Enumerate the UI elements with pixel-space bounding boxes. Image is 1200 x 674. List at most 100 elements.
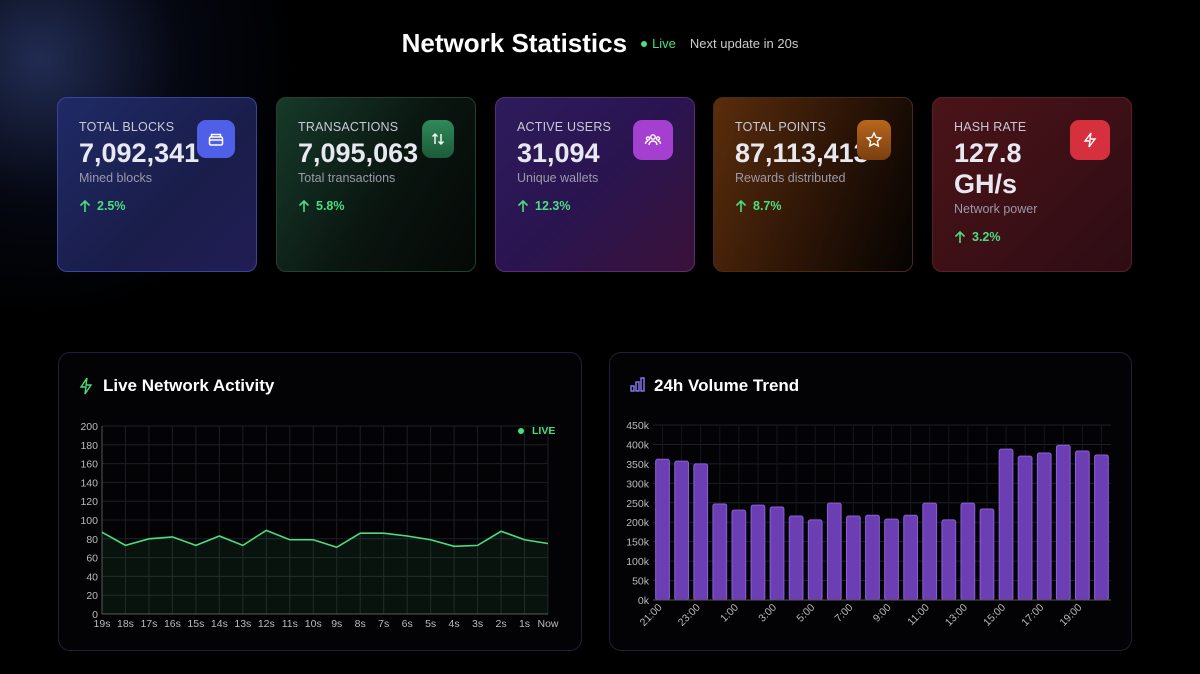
card-icon — [633, 120, 673, 160]
x-tick-label: 5s — [425, 618, 436, 630]
bar — [941, 519, 957, 601]
x-tick-label: 23:00 — [676, 602, 703, 629]
bar — [865, 514, 880, 601]
card-value: 7,092,341 — [79, 138, 200, 168]
card-label: ACTIVE USERS — [517, 120, 612, 134]
x-tick-label: 4s — [449, 618, 460, 630]
chart: 24h Volume Trend 0k 50k 100k 150k 200k 250k 300… — [626, 376, 1111, 629]
x-tick-label: 6s — [402, 618, 413, 630]
card-value: 31,094 — [517, 138, 600, 168]
y-tick-label: 400k — [626, 439, 650, 451]
y-tick-label: 80 — [86, 534, 98, 546]
change-text: 12.3% — [535, 199, 571, 213]
stat-card: HASH RATE 127.8 GH/s Network power 3.2% — [932, 97, 1132, 272]
y-tick-label: 450k — [626, 420, 650, 432]
y-tick-label: 200 — [80, 421, 98, 433]
badge-dot — [518, 428, 524, 434]
bar — [922, 502, 938, 601]
card-value: 7,095,063 — [298, 138, 419, 168]
x-tick-label: 9:00 — [871, 602, 894, 625]
y-tick-label: 140 — [80, 477, 98, 489]
x-tick-label: 13s — [234, 618, 251, 630]
bar — [769, 506, 785, 601]
card-change: 5.8% — [298, 199, 454, 213]
x-tick-label: 10s — [305, 618, 322, 630]
x-tick-label: 15s — [187, 618, 204, 630]
change-text: 5.8% — [316, 199, 345, 213]
line-area — [102, 530, 548, 614]
card-change: 3.2% — [954, 230, 1110, 244]
y-tick-label: 50k — [632, 576, 650, 588]
change-text: 2.5% — [97, 199, 126, 213]
bar — [960, 502, 976, 601]
card-sub: Total transactions — [298, 171, 396, 185]
card-value: 87,113,413 — [735, 138, 869, 168]
bar — [979, 508, 995, 601]
x-tick-label: 13:00 — [943, 602, 970, 629]
x-tick-label: 3:00 — [756, 602, 779, 625]
y-tick-label: 160 — [80, 459, 98, 471]
bar — [903, 514, 918, 601]
bar — [788, 515, 804, 601]
y-tick-label: 250k — [626, 498, 650, 510]
x-tick-label: Now — [537, 618, 558, 630]
stat-card: TOTAL POINTS 87,113,413 Rewards distribu… — [713, 97, 913, 272]
chart-panel: 24h Volume Trend 0k 50k 100k 150k 200k 250k 300… — [609, 352, 1132, 651]
y-tick-label: 200k — [626, 517, 650, 529]
card-icon — [1070, 120, 1110, 160]
bar — [998, 448, 1014, 601]
stat-card: TOTAL BLOCKS 7,092,341 Mined blocks 2.5% — [57, 97, 257, 272]
card-sub: Mined blocks — [79, 171, 152, 185]
next-update: Next update in 20s — [689, 36, 799, 51]
card-label: TOTAL POINTS — [735, 120, 827, 134]
x-tick-label: 17s — [140, 618, 157, 630]
page-title: Network Statistics — [401, 28, 628, 58]
bar — [1094, 454, 1109, 601]
x-tick-label: 11:00 — [905, 602, 932, 629]
x-tick-label: 7:00 — [833, 602, 856, 625]
y-tick-label: 300k — [626, 478, 650, 490]
card-icon — [857, 120, 891, 160]
y-tick-label: 60 — [86, 553, 98, 565]
bar — [712, 503, 728, 601]
card-label: HASH RATE — [954, 120, 1027, 134]
badge: LIVE — [532, 425, 555, 437]
bar — [731, 509, 747, 601]
y-tick-label: 150k — [626, 537, 650, 549]
x-tick-label: 19s — [94, 618, 111, 630]
stat-card: TRANSACTIONS 7,095,063 Total transaction… — [276, 97, 476, 272]
x-tick-label: 9s — [331, 618, 342, 630]
bar — [1036, 452, 1052, 601]
header: Network Statistics Live Next update in 2… — [0, 28, 1200, 59]
bar — [846, 515, 861, 601]
chart-panel: Live Network Activity 0 20 40 60 80 100 120 140 1… — [58, 352, 582, 651]
x-tick-label: 18s — [117, 618, 134, 630]
bar — [655, 458, 670, 601]
chart: Live Network Activity 0 20 40 60 80 100 120 140 1… — [79, 376, 559, 630]
card-label: TRANSACTIONS — [298, 120, 399, 134]
y-tick-label: 180 — [80, 440, 98, 452]
change-text: 3.2% — [972, 230, 1001, 244]
bar — [1017, 455, 1033, 601]
x-tick-label: 11s — [282, 618, 298, 630]
y-tick-label: 40 — [86, 571, 98, 583]
bar — [884, 518, 899, 601]
y-tick-label: 20 — [86, 590, 98, 602]
x-tick-label: 19:00 — [1057, 602, 1084, 629]
bar — [693, 463, 709, 601]
card-icon — [197, 120, 235, 158]
card-change: 2.5% — [79, 199, 235, 213]
card-sub: Network power — [954, 202, 1038, 216]
x-tick-label: 5:00 — [794, 602, 817, 625]
card-value: 127.8 GH/s — [954, 138, 1022, 199]
x-tick-label: 1:00 — [718, 602, 741, 625]
y-tick-label: 100 — [80, 515, 98, 527]
x-tick-label: 17:00 — [1019, 602, 1046, 629]
y-tick-label: 100k — [626, 556, 650, 568]
card-sub: Rewards distributed — [735, 171, 846, 185]
status: Live — [641, 36, 676, 51]
x-tick-label: 8s — [355, 618, 366, 630]
y-tick-label: 350k — [626, 459, 650, 471]
x-tick-label: 16s — [164, 618, 181, 630]
stat-card: ACTIVE USERS 31,094 Unique wallets 12.3% — [495, 97, 695, 272]
